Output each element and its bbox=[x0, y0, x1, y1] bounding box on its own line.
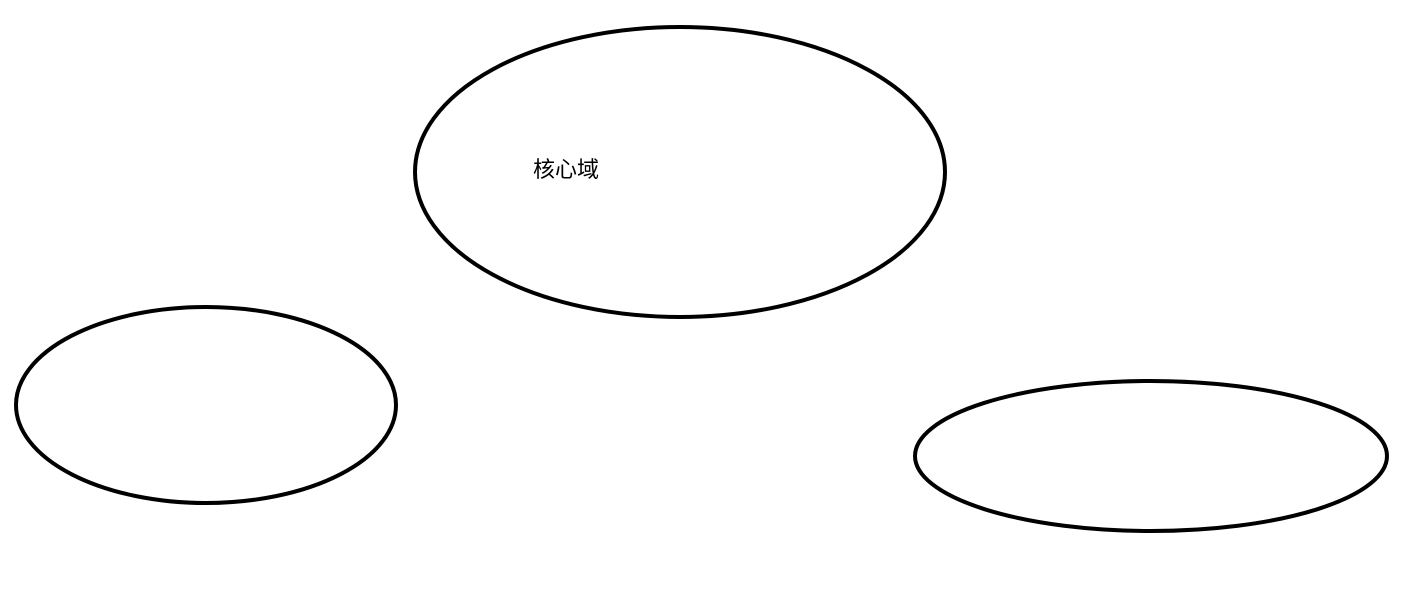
right-domain-ellipse bbox=[913, 379, 1389, 533]
core-domain-ellipse bbox=[413, 25, 947, 319]
left-domain-ellipse bbox=[14, 305, 398, 505]
core-domain-label: 核心域 bbox=[533, 158, 600, 183]
